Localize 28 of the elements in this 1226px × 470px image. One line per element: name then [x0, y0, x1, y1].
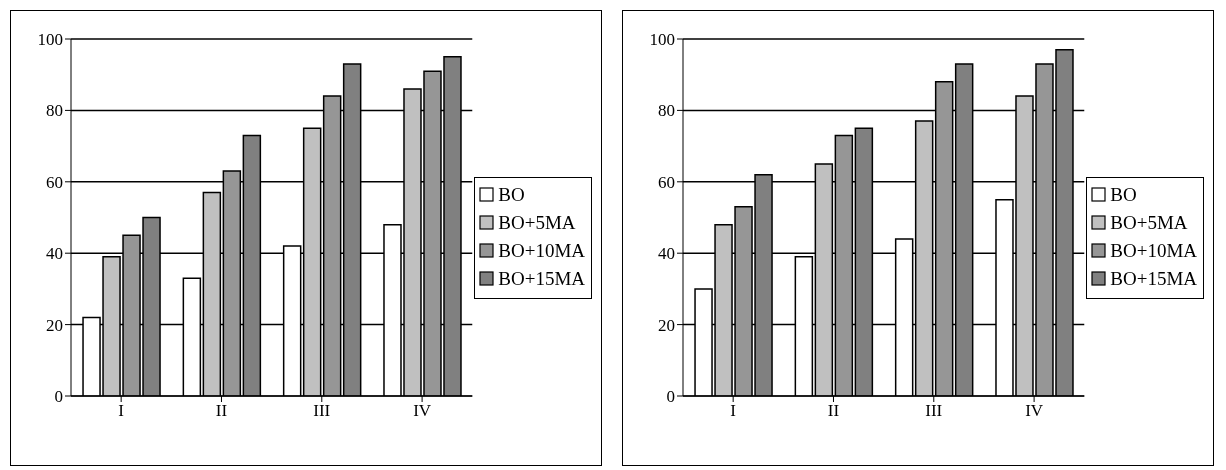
x-tick-label: III	[313, 401, 331, 421]
legend-label: BO+5MA	[498, 211, 576, 234]
x-tick-label: IV	[1025, 401, 1044, 421]
y-tick-label: 80	[658, 101, 675, 121]
y-tick-label: 20	[658, 315, 675, 335]
legend-label: BO	[1110, 183, 1137, 206]
legend-label: BO	[498, 183, 525, 206]
y-tick-label: 80	[46, 101, 63, 121]
y-tick-label: 20	[46, 315, 63, 335]
y-tick-label: 60	[658, 172, 675, 192]
legend-label: BO+15MA	[498, 267, 585, 290]
y-tick-label: 40	[46, 244, 63, 264]
y-tick-label: 40	[658, 244, 675, 264]
x-tick-label: I	[118, 401, 125, 421]
x-tick-label: II	[827, 401, 840, 421]
legend-label: BO+5MA	[1110, 211, 1188, 234]
x-tick-label: III	[925, 401, 943, 421]
x-tick-label: I	[730, 401, 737, 421]
y-tick-label: 100	[37, 30, 63, 50]
x-tick-label: IV	[413, 401, 432, 421]
x-tick-label: II	[215, 401, 228, 421]
legend-label: BO+10MA	[498, 239, 585, 262]
y-tick-label: 0	[54, 387, 63, 407]
y-tick-label: 60	[46, 172, 63, 192]
legend-label: BO+15MA	[1110, 267, 1197, 290]
y-tick-label: 0	[666, 387, 675, 407]
y-tick-label: 100	[649, 30, 675, 50]
legend-label: BO+10MA	[1110, 239, 1197, 262]
